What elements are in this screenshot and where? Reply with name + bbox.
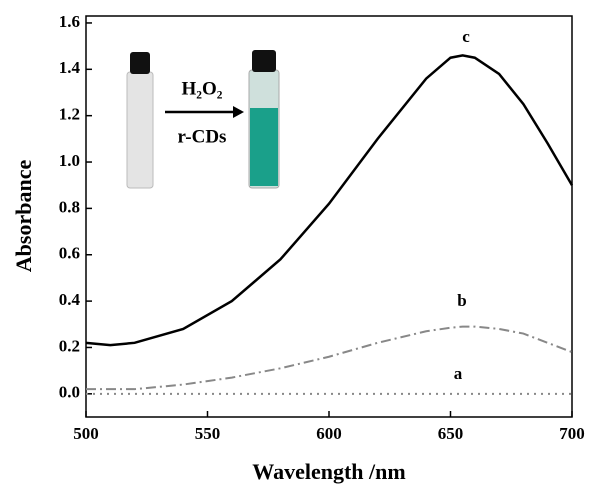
vial-before xyxy=(126,71,154,189)
y-tick-label: 1.4 xyxy=(59,58,81,77)
x-tick-label: 600 xyxy=(316,424,342,443)
series-line xyxy=(85,54,574,347)
x-tick-label: 550 xyxy=(195,424,221,443)
series-label: a xyxy=(454,364,463,383)
y-tick-label: 0.6 xyxy=(59,244,80,263)
vial-cap xyxy=(252,50,276,72)
arrow-head xyxy=(233,106,244,118)
reagent-label: H₂O₂ xyxy=(182,78,223,99)
x-axis-title: Wavelength /nm xyxy=(252,459,405,484)
catalyst-label: r-CDs xyxy=(178,126,227,147)
y-tick-label: 1.6 xyxy=(59,12,80,31)
inset: H₂O₂ r-CDs xyxy=(126,50,280,189)
vial-cap xyxy=(130,52,150,74)
series-label: b xyxy=(457,291,466,310)
x-tick-label: 650 xyxy=(438,424,464,443)
series-label: c xyxy=(462,27,470,46)
y-tick-label: 0.4 xyxy=(59,290,81,309)
y-tick-label: 0.2 xyxy=(59,336,80,355)
x-tick-label: 700 xyxy=(559,424,585,443)
y-axis-title: Absorbance xyxy=(11,160,36,273)
y-tick-label: 0.0 xyxy=(59,383,80,402)
y-tick-label: 1.0 xyxy=(59,151,80,170)
y-tick-label: 0.8 xyxy=(59,197,80,216)
x-tick-label: 500 xyxy=(73,424,99,443)
vial-liquid xyxy=(250,108,278,186)
y-tick-label: 1.2 xyxy=(59,105,80,124)
series-line xyxy=(86,325,573,391)
